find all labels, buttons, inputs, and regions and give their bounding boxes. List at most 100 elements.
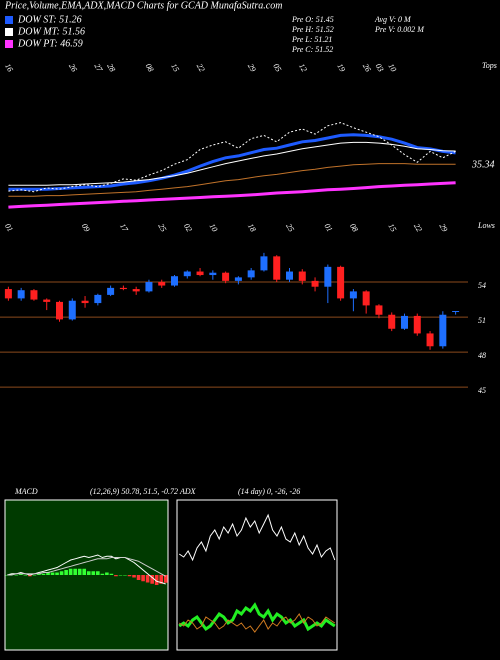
candle-body — [43, 299, 51, 302]
candle-body — [17, 290, 25, 299]
histogram-bar — [59, 571, 64, 575]
x-tick-label: 08 — [348, 222, 360, 233]
histogram-bar — [68, 568, 73, 575]
panel-subtitle: (12,26,9) 50.78, 51.5, -0.72 — [90, 487, 178, 496]
candle-body — [145, 282, 153, 292]
line-series — [8, 122, 456, 193]
histogram-bar — [9, 573, 14, 575]
panel-subtitle: (14 day) 0, -26, -26 — [238, 487, 300, 496]
candle-body — [375, 305, 383, 315]
histogram-bar — [105, 572, 109, 575]
x-tick-label: 29 — [438, 222, 450, 233]
candle-body — [196, 271, 204, 276]
histogram-bar — [64, 570, 68, 575]
candle-body — [68, 300, 76, 320]
x-tick-label: 26 — [67, 62, 79, 73]
x-tick-label: 18 — [246, 222, 258, 233]
candle-body — [119, 287, 127, 290]
candle-body — [81, 300, 89, 304]
y-tick-label: 48 — [478, 351, 486, 360]
x-tick-label: 10 — [386, 62, 398, 73]
quote: Pre V: 0.002 M — [374, 25, 425, 34]
candle-body — [426, 333, 434, 347]
histogram-bar — [32, 575, 37, 576]
x-tick-label: 05 — [271, 62, 283, 73]
y-tick-label: 51 — [478, 316, 486, 325]
x-tick-label: 16 — [3, 62, 15, 73]
line-series — [7, 557, 166, 577]
histogram-bar — [150, 575, 154, 584]
x-tick-label: 27 — [93, 62, 105, 74]
candle-body — [132, 289, 140, 292]
candle-body — [413, 315, 421, 334]
legend-swatch — [5, 16, 13, 24]
histogram-bar — [28, 575, 32, 577]
histogram-bar — [86, 571, 91, 575]
x-tick-label: 10 — [208, 222, 220, 233]
candle-body — [439, 314, 447, 347]
histogram-bar — [159, 575, 164, 584]
quote: Pre C: 51.52 — [291, 45, 333, 54]
x-tick-label: 15 — [169, 62, 181, 73]
x-tick-label: 01 — [3, 222, 15, 233]
histogram-bar — [73, 568, 77, 575]
x-tick-label: 25 — [156, 222, 168, 233]
histogram-bar — [14, 575, 19, 576]
x-tick-label: 15 — [386, 222, 398, 233]
x-tick-label: 22 — [195, 62, 207, 73]
quote: Pre O: 51.45 — [291, 15, 334, 24]
line-series — [178, 513, 336, 562]
histogram-bar — [136, 575, 141, 580]
quote: Avg V: 0 M — [374, 15, 412, 24]
x-tick-label: 17 — [118, 222, 130, 234]
candle-body — [273, 256, 281, 280]
x-tick-label: 01 — [323, 222, 335, 233]
histogram-bar — [145, 575, 150, 583]
legend-label: DOW PT: 46.59 — [17, 38, 83, 49]
candle-body — [388, 314, 396, 329]
candle-body — [247, 270, 255, 278]
histogram-bar — [123, 575, 127, 576]
histogram-bar — [50, 572, 55, 575]
histogram-bar — [132, 575, 136, 578]
quote: Pre H: 51.52 — [291, 25, 334, 34]
histogram-bar — [163, 575, 168, 583]
x-tick-label: 25 — [284, 222, 296, 233]
candle-body — [286, 271, 293, 280]
candle-body — [234, 277, 242, 281]
x-tick-label: 22 — [412, 222, 424, 233]
candle-body — [107, 287, 115, 295]
line-series — [8, 133, 456, 191]
legend-label: DOW MT: 51.56 — [17, 26, 85, 37]
legend-swatch — [5, 40, 13, 48]
histogram-bar — [46, 572, 50, 575]
histogram-bar — [77, 568, 82, 575]
x-tick-label: 08 — [144, 62, 156, 73]
page-title: Price,Volume,EMA,ADX,MACD Charts for GCA… — [4, 0, 282, 11]
candle-body — [94, 294, 102, 304]
y-tick-label: 54 — [478, 281, 486, 290]
candle-body — [183, 271, 191, 277]
x-tick-label: 09 — [80, 222, 92, 233]
histogram-bar — [118, 575, 123, 576]
candle-body — [401, 315, 408, 329]
line-series — [178, 613, 336, 633]
line-series — [8, 163, 456, 197]
candle-body — [158, 282, 166, 286]
legend-label: DOW ST: 51.26 — [17, 14, 82, 25]
histogram-bar — [19, 573, 23, 575]
x-tick-label: 03 — [374, 62, 386, 73]
x-tick-label: 29 — [246, 62, 258, 73]
candle-body — [30, 290, 38, 300]
x-tick-label: 02 — [182, 222, 194, 233]
tops-label: Tops — [482, 61, 497, 70]
y-tick-label: 45 — [478, 386, 486, 395]
candle-body — [4, 289, 12, 299]
annotation: 35.34 — [471, 159, 495, 170]
x-tick-label: 19 — [335, 62, 347, 73]
histogram-bar — [41, 573, 46, 575]
candle-body — [452, 311, 460, 313]
candle-body — [349, 291, 357, 299]
panel-title: ADX — [179, 487, 197, 496]
